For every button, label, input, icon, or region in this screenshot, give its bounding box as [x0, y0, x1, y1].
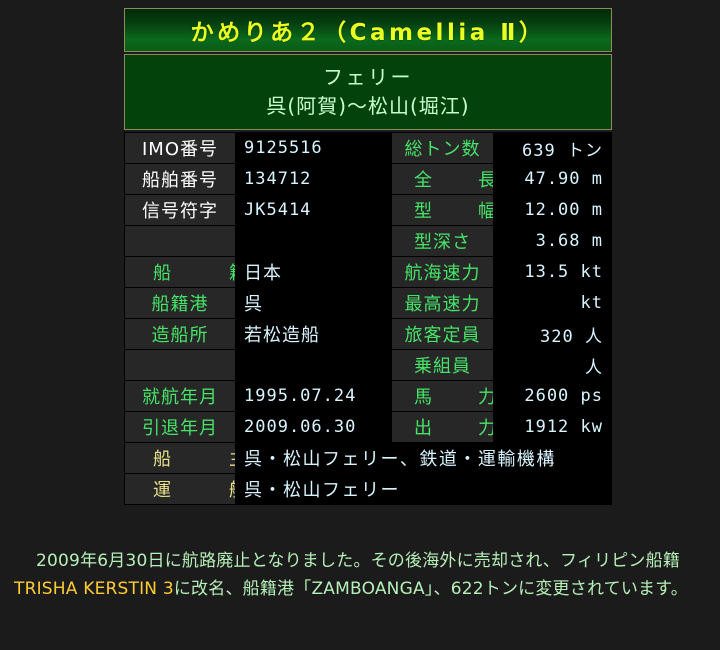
page-title: かめりあ２（Camellia Ⅱ）	[190, 20, 546, 46]
ship-info-panel: かめりあ２（Camellia Ⅱ） フェリー 呉(阿賀)〜松山(堀江) IMO番…	[124, 8, 612, 505]
note-part-1: 2009年6月30日に航路廃止となりました。その後海外に売却され、フィリピン船籍	[36, 551, 681, 571]
spec-value-owner: 呉・松山フェリー、鉄道・運輸機構	[236, 443, 611, 473]
spec-value-max-speed: kt	[494, 288, 611, 318]
ship-title-bar: かめりあ２（Camellia Ⅱ）	[124, 8, 612, 52]
table-row: 型深さ 3.68 m	[125, 226, 611, 256]
spec-value-crew: 人	[494, 350, 611, 380]
spec-label-depth: 型深さ	[392, 226, 493, 256]
table-row: 船舶番号 134712 全 長 47.90 m	[125, 164, 611, 194]
ship-spec-table: IMO番号 9125516 総トン数 639 トン 船舶番号 134712 全 …	[124, 132, 612, 505]
spec-value-empty-2	[236, 350, 391, 380]
table-row: 船 籍 日本 航海速力 13.5 kt	[125, 257, 611, 287]
table-row: 乗組員 人	[125, 350, 611, 380]
note-highlight-new-name: TRISHA KERSTIN 3	[14, 578, 174, 599]
spec-label-empty-1	[125, 226, 235, 256]
spec-label-shipyard: 造船所	[125, 319, 235, 349]
spec-value-depth: 3.68 m	[494, 226, 611, 256]
spec-value-gross-tonnage: 639 トン	[494, 133, 611, 163]
spec-value-output: 1912 kw	[494, 412, 611, 442]
footer-note: 2009年6月30日に航路廃止となりました。その後海外に売却され、フィリピン船籍…	[14, 548, 708, 603]
spec-label-max-speed: 最高速力	[392, 288, 493, 318]
spec-label-registry: 船 籍	[125, 257, 235, 287]
spec-value-port-of-registry: 呉	[236, 288, 391, 318]
spec-value-operator: 呉・松山フェリー	[236, 474, 611, 504]
table-row: 船籍港 呉 最高速力 kt	[125, 288, 611, 318]
spec-label-ship-number: 船舶番号	[125, 164, 235, 194]
spec-label-horsepower: 馬 力	[392, 381, 493, 411]
table-row: 造船所 若松造船 旅客定員 320 人	[125, 319, 611, 349]
spec-label-crew: 乗組員	[392, 350, 493, 380]
spec-value-horsepower: 2600 ps	[494, 381, 611, 411]
spec-value-length: 47.90 m	[494, 164, 611, 194]
ship-route-label: 呉(阿賀)〜松山(堀江)	[266, 94, 470, 118]
spec-label-owner: 船 主	[125, 443, 235, 473]
spec-value-retirement: 2009.06.30	[236, 412, 391, 442]
spec-label-output: 出 力	[392, 412, 493, 442]
note-part-2: に改名、船籍港「ZAMBOANGA」、622トンに変更されています。	[173, 578, 688, 599]
spec-value-service-start: 1995.07.24	[236, 381, 391, 411]
table-row: IMO番号 9125516 総トン数 639 トン	[125, 133, 611, 163]
table-row: 引退年月 2009.06.30 出 力 1912 kw	[125, 412, 611, 442]
spec-value-shipyard: 若松造船	[236, 319, 391, 349]
spec-label-port-of-registry: 船籍港	[125, 288, 235, 318]
table-row: 就航年月 1995.07.24 馬 力 2600 ps	[125, 381, 611, 411]
spec-label-service-start: 就航年月	[125, 381, 235, 411]
spec-label-empty-2	[125, 350, 235, 380]
table-row: 信号符字 JK5414 型 幅 12.00 m	[125, 195, 611, 225]
spec-label-passenger-capacity: 旅客定員	[392, 319, 493, 349]
spec-label-service-speed: 航海速力	[392, 257, 493, 287]
spec-label-gross-tonnage: 総トン数	[392, 133, 493, 163]
spec-value-passenger-capacity: 320 人	[494, 319, 611, 349]
spec-value-empty-1	[236, 226, 391, 256]
ship-route-header: フェリー 呉(阿賀)〜松山(堀江)	[124, 54, 612, 130]
table-row: 船 主 呉・松山フェリー、鉄道・運輸機構	[125, 443, 611, 473]
spec-value-breadth: 12.00 m	[494, 195, 611, 225]
spec-label-operator: 運 航	[125, 474, 235, 504]
spec-value-ship-number: 134712	[236, 164, 391, 194]
spec-value-registry: 日本	[236, 257, 391, 287]
spec-label-length: 全 長	[392, 164, 493, 194]
spec-value-service-speed: 13.5 kt	[494, 257, 611, 287]
spec-value-imo: 9125516	[236, 133, 391, 163]
ship-type-label: フェリー	[323, 65, 413, 89]
table-row: 運 航 呉・松山フェリー	[125, 474, 611, 504]
spec-label-call-sign: 信号符字	[125, 195, 235, 225]
spec-label-breadth: 型 幅	[392, 195, 493, 225]
spec-label-retirement: 引退年月	[125, 412, 235, 442]
spec-label-imo: IMO番号	[125, 133, 235, 163]
spec-value-call-sign: JK5414	[236, 195, 391, 225]
